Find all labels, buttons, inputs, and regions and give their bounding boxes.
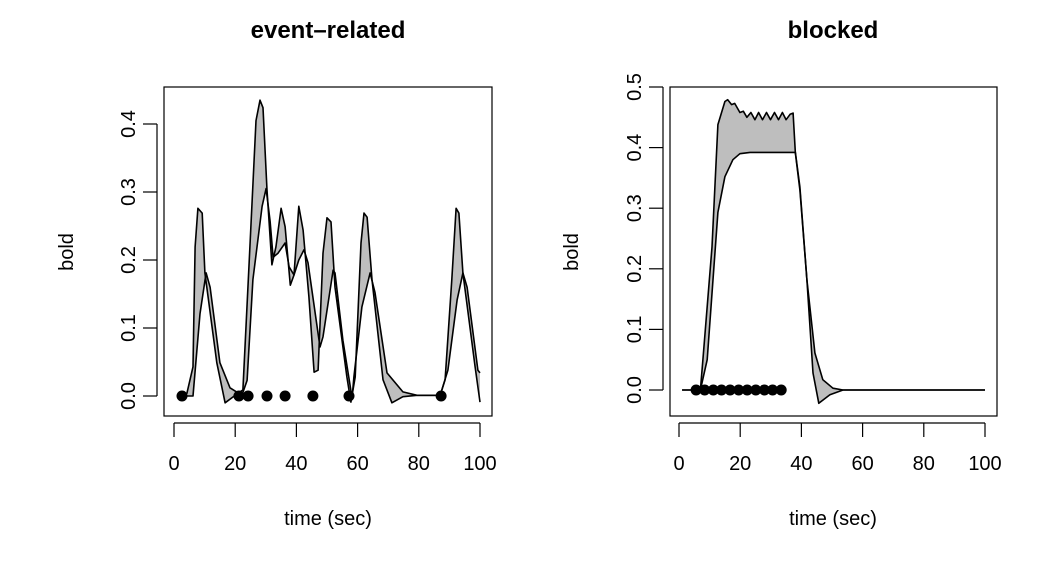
x-axis-label: time (sec) (284, 508, 372, 530)
series-line-lower (682, 151, 985, 391)
x-tick-label: 80 (913, 453, 935, 475)
event-marker (750, 384, 762, 396)
panel-event-related: event–related time (sec) bold 0 20 40 60 80 1… (56, 17, 497, 530)
y-tick-label: 0.2 (118, 246, 140, 274)
event-marker (242, 390, 254, 402)
y-tick-label: 0.4 (624, 134, 646, 162)
event-marker (733, 384, 745, 396)
y-tick-label: 0.1 (624, 315, 646, 343)
event-marker (699, 384, 711, 396)
plot-frame (669, 86, 998, 417)
x-tick-label: 0 (673, 453, 684, 475)
event-marker (767, 384, 779, 396)
event-marker (343, 390, 355, 402)
y-tick-label: 0.0 (118, 382, 140, 410)
x-axis-label: time (sec) (789, 508, 877, 530)
y-tick-label: 0.3 (118, 178, 140, 206)
event-marker (741, 384, 753, 396)
event-marker (435, 390, 447, 402)
x-tick-label: 20 (729, 453, 751, 475)
event-marker (775, 384, 787, 396)
y-tick-label: 0.0 (624, 376, 646, 404)
event-marker (758, 384, 770, 396)
panel-blocked: blocked time (sec) bold 0 20 40 60 80 1000.00… (561, 17, 1002, 530)
y-tick-label: 0.5 (624, 73, 646, 101)
event-marker (707, 384, 719, 396)
x-tick-label: 100 (968, 453, 1001, 475)
event-marker (261, 390, 273, 402)
event-marker (307, 390, 319, 402)
x-tick-label: 100 (463, 453, 496, 475)
chart-title: event–related (251, 17, 406, 44)
y-axis-label: bold (561, 233, 583, 271)
x-tick-label: 20 (224, 453, 246, 475)
confidence-band (183, 100, 480, 403)
event-marker (724, 384, 736, 396)
x-tick-label: 60 (346, 453, 368, 475)
event-marker (690, 384, 702, 396)
plot-frame (163, 86, 493, 417)
x-tick-label: 40 (790, 453, 812, 475)
event-marker (176, 390, 188, 402)
chart-title: blocked (788, 17, 879, 44)
y-axis-label: bold (56, 233, 78, 271)
x-tick-label: 0 (168, 453, 179, 475)
y-tick-label: 0.4 (118, 110, 140, 138)
event-marker (716, 384, 727, 396)
y-tick-label: 0.3 (624, 194, 646, 222)
event-marker (279, 390, 291, 402)
plot-area: 0 20 40 60 80 100 0.0 0.1 0.2 0.3 0.4 (118, 86, 497, 475)
confidence-band (682, 99, 985, 404)
y-tick-label: 0.2 (624, 255, 646, 283)
series-line-upper (682, 98, 985, 405)
x-tick-label: 60 (851, 453, 873, 475)
series-line-lower (183, 187, 481, 399)
x-tick-label: 40 (285, 453, 307, 475)
event-marker (233, 390, 245, 402)
y-tick-label: 0.1 (118, 314, 140, 342)
plot-area: 0 20 40 60 80 100 0.0 0.1 0.2 0.3 0.4 0.5 (624, 73, 1002, 475)
x-tick-label: 80 (408, 453, 430, 475)
